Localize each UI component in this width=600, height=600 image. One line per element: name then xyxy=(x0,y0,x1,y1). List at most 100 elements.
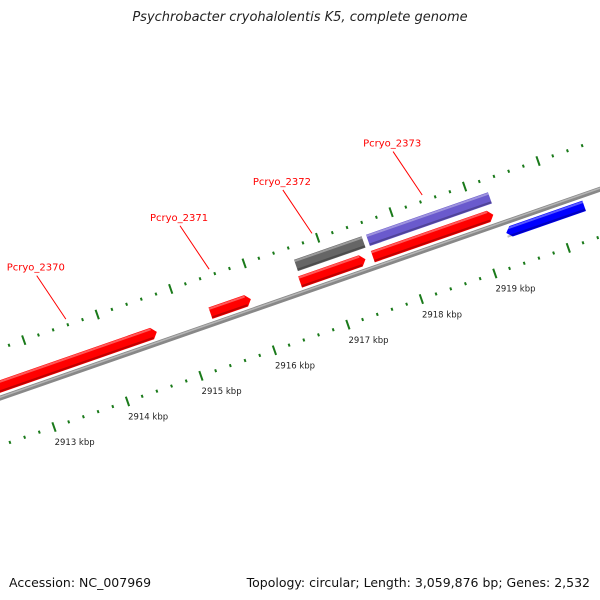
feature-shadow xyxy=(507,208,586,238)
minor-tick xyxy=(37,430,41,434)
minor-tick xyxy=(66,323,70,327)
gene-label[interactable]: Pcryo_2371 xyxy=(150,213,208,224)
minor-tick xyxy=(110,307,114,312)
minor-tick xyxy=(478,276,482,281)
gene-label[interactable]: Pcryo_2370 xyxy=(7,263,65,274)
major-tick xyxy=(241,258,247,269)
minor-tick xyxy=(8,440,12,445)
tick-label: 2915 kbp xyxy=(202,387,242,397)
feature-highlight xyxy=(294,236,363,263)
feature-highlight xyxy=(0,328,151,383)
minor-tick xyxy=(492,174,496,179)
major-tick xyxy=(271,345,278,356)
minor-tick xyxy=(243,358,247,363)
minor-tick xyxy=(360,220,364,225)
label-leader-line xyxy=(392,151,423,196)
minor-tick xyxy=(596,235,600,240)
feature-cds-2371[interactable] xyxy=(208,295,251,319)
minor-tick xyxy=(580,143,584,148)
minor-tick xyxy=(198,276,202,281)
minor-tick xyxy=(464,281,467,286)
minor-tick xyxy=(81,317,84,322)
minor-tick xyxy=(522,261,526,265)
minor-tick xyxy=(521,164,525,168)
label-leader-line xyxy=(282,189,313,234)
minor-tick xyxy=(317,333,320,337)
minor-tick xyxy=(228,266,231,271)
genome-title: Psychrobacter cryohalolentis K5, complet… xyxy=(132,10,468,25)
minor-tick xyxy=(272,251,275,255)
major-tick xyxy=(535,155,541,167)
feature-cds-2373[interactable] xyxy=(370,210,494,263)
minor-tick xyxy=(374,215,378,220)
minor-tick xyxy=(228,363,232,368)
minor-tick xyxy=(183,282,187,286)
major-tick xyxy=(461,181,468,192)
backbone-highlight xyxy=(0,187,600,398)
gene-label[interactable]: Pcryo_2373 xyxy=(363,139,421,150)
feature-cds-2370[interactable] xyxy=(0,327,157,421)
feature-shadow xyxy=(301,264,363,288)
minor-tick xyxy=(448,189,452,194)
minor-tick xyxy=(301,241,305,245)
major-tick xyxy=(315,232,321,243)
tick-label: 2919 kbp xyxy=(495,285,535,295)
minor-tick xyxy=(213,271,217,276)
minor-tick xyxy=(331,328,335,332)
feature-rev-gene[interactable] xyxy=(506,200,586,237)
gene-label[interactable]: Pcryo_2372 xyxy=(253,177,311,188)
major-tick xyxy=(51,421,57,433)
feature-highlight xyxy=(298,255,360,279)
minor-tick xyxy=(507,169,511,173)
feature-shadow xyxy=(297,245,366,271)
major-tick xyxy=(21,335,27,346)
minor-tick xyxy=(155,389,159,393)
minor-tick xyxy=(477,179,481,184)
minor-tick xyxy=(111,404,115,409)
feature-cds-2372[interactable] xyxy=(298,255,366,288)
accession-text: Accession: NC_007969 xyxy=(9,575,152,590)
minor-tick xyxy=(537,256,541,260)
minor-tick xyxy=(96,409,100,414)
minor-tick xyxy=(345,225,349,230)
tick-label: 2914 kbp xyxy=(128,413,168,423)
minor-tick xyxy=(404,205,408,209)
genome-summary-text: Topology: circular; Length: 3,059,876 bp… xyxy=(246,575,590,590)
minor-tick xyxy=(184,379,188,383)
minor-tick xyxy=(139,297,143,301)
minor-tick xyxy=(390,307,394,312)
minor-tick xyxy=(81,415,85,419)
feature-shadow xyxy=(0,336,154,393)
feature-shadow xyxy=(211,304,248,319)
major-tick xyxy=(124,396,131,407)
tick-label: 2917 kbp xyxy=(348,336,388,346)
minor-tick xyxy=(419,200,422,204)
tick-label: 2918 kbp xyxy=(422,310,462,320)
minor-tick xyxy=(257,256,261,260)
minor-tick xyxy=(449,287,453,291)
minor-tick xyxy=(508,266,511,271)
minor-tick xyxy=(140,394,144,399)
major-tick xyxy=(168,283,174,294)
minor-tick xyxy=(552,251,556,255)
feature-gene-2372[interactable] xyxy=(293,236,366,272)
feature-highlight xyxy=(366,192,489,238)
minor-tick xyxy=(551,154,555,158)
minor-tick xyxy=(214,368,218,373)
major-tick xyxy=(198,370,204,381)
major-tick xyxy=(565,242,571,253)
feature-shadow xyxy=(373,219,491,262)
tick-label: 2913 kbp xyxy=(55,438,95,448)
minor-tick xyxy=(154,292,158,296)
feature-gene-2373[interactable] xyxy=(365,192,492,247)
minor-tick xyxy=(566,149,569,153)
major-tick xyxy=(94,309,100,320)
minor-tick xyxy=(67,420,71,424)
minor-tick xyxy=(258,353,262,358)
minor-tick xyxy=(434,292,438,296)
minor-tick xyxy=(433,195,437,199)
minor-tick xyxy=(581,241,585,245)
tick-label: 2916 kbp xyxy=(275,361,315,371)
